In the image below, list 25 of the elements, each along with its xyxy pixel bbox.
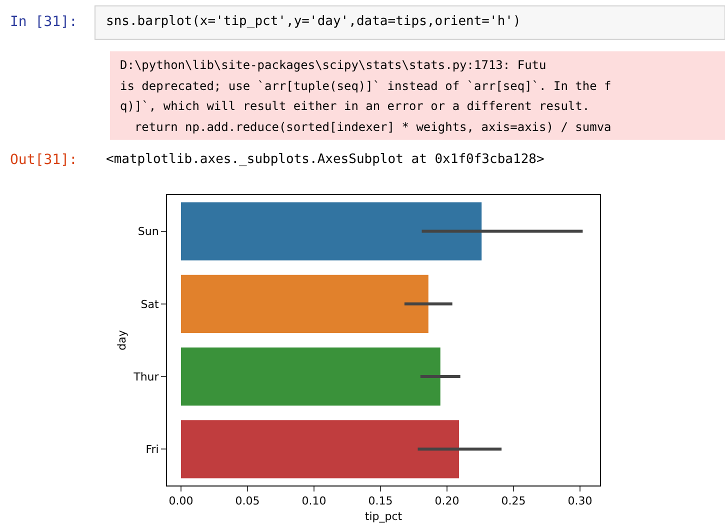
x-tick-label: 0.00	[168, 494, 194, 508]
x-axis-title: tip_pct	[364, 510, 403, 523]
x-tick-label: 0.15	[368, 494, 393, 508]
bar	[180, 420, 459, 478]
text: Out[31]:	[10, 152, 78, 168]
x-tick-label: 0.30	[568, 494, 592, 508]
text: q)]`, which will result either in an error or a different result.	[120, 99, 590, 113]
y-tick-label: Sat	[140, 298, 160, 311]
bar	[180, 274, 428, 333]
text: <matplotlib.axes._subplots.AxesSubplot at 0x1f0f3cba128>	[106, 152, 544, 167]
x-tick-label: 0.25	[501, 494, 526, 508]
text: sns.barplot(x='tip_pct',y='day',data=tips,orient='h')	[106, 14, 521, 29]
bar	[180, 347, 440, 406]
y-tick-label: Fri	[146, 443, 159, 456]
text: In [31]:	[10, 14, 78, 30]
y-axis-title: day	[115, 330, 128, 350]
y-tick-label: Sun	[138, 225, 159, 238]
x-tick-label: 0.10	[302, 494, 326, 508]
bar	[180, 202, 482, 260]
text: return np.add.reduce(sorted[indexer] * weights, axis=axis) / sumva	[120, 120, 612, 134]
text: D:\python\lib\site-packages\scipy\stats\stats.py:1713: Futu	[120, 58, 546, 72]
text: is deprecated; use `arr[tuple(seq)]` instead of `arr[seq]`. In the f	[120, 79, 612, 93]
x-tick-label: 0.20	[434, 494, 460, 508]
y-tick-label: Thur	[132, 370, 160, 384]
x-tick-label: 0.05	[235, 494, 260, 508]
